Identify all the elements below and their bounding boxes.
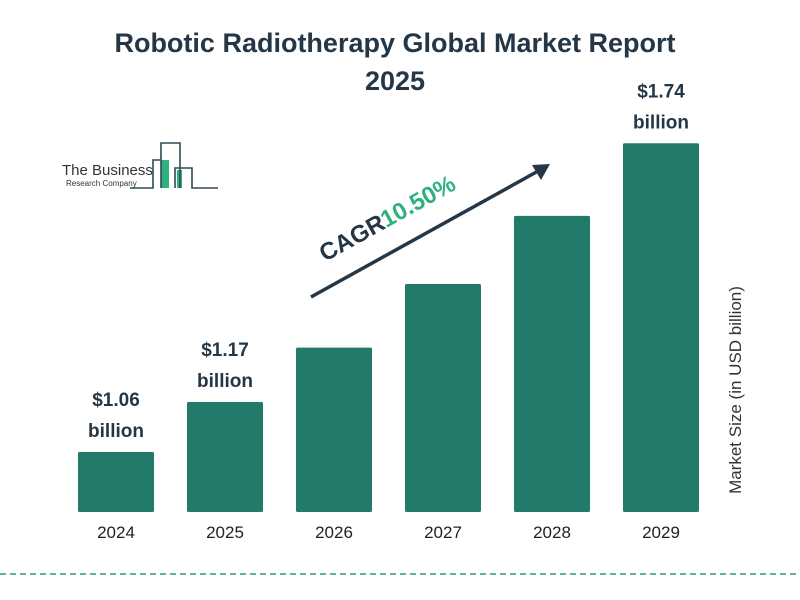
logo-line-2: Research Company [66, 179, 137, 188]
data-label-value: $1.74 [637, 81, 685, 102]
bar-2028 [514, 215, 590, 513]
logo-line-1: The Business [62, 162, 153, 179]
x-tick-label: 2027 [424, 523, 462, 542]
x-tick-label: 2026 [315, 523, 353, 542]
data-label-value: $1.06 [92, 390, 140, 411]
x-tick-label: 2025 [206, 523, 244, 542]
cagr-arrow-line [310, 168, 541, 299]
x-tick-label: 2029 [642, 523, 680, 542]
logo-skyline [130, 142, 218, 189]
data-label-unit: billion [197, 371, 253, 392]
cagr-value: 10.50% [376, 170, 460, 233]
chart-title-line-2: 2025 [365, 66, 425, 96]
bar-2027 [405, 284, 481, 512]
cagr-arrow-head-icon [532, 164, 550, 180]
chart-title-line-1: Robotic Radiotherapy Global Market Repor… [114, 28, 675, 58]
data-label-unit: billion [88, 421, 144, 442]
data-label-unit: billion [633, 112, 689, 133]
bar-2025 [187, 402, 263, 512]
logo: The Business Research Company [62, 142, 218, 189]
x-tick-label: 2024 [97, 523, 135, 542]
bar-2029 [623, 143, 699, 512]
bar-2024 [78, 452, 154, 512]
logo-accent-bar [161, 160, 169, 188]
y-axis-label: Market Size (in USD billion) [726, 286, 745, 494]
data-label-value: $1.17 [201, 340, 249, 361]
bar-2026 [296, 347, 372, 512]
x-tick-label: 2028 [533, 523, 571, 542]
